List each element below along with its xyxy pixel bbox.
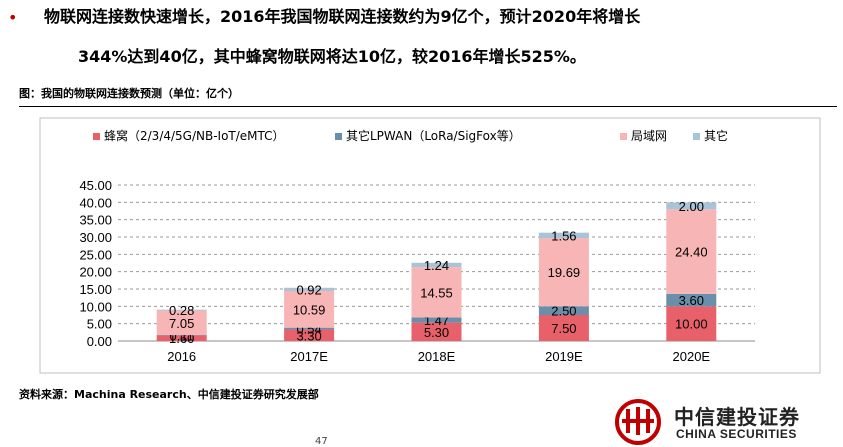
- x-tick-label: 2017E: [290, 349, 328, 364]
- bar-segment: [156, 335, 207, 336]
- data-label: 7.50: [551, 321, 576, 336]
- y-tick-label: 20.00: [79, 265, 112, 280]
- data-label: 7.05: [169, 316, 194, 331]
- data-label: 0.92: [296, 282, 321, 297]
- legend-swatch: [693, 133, 700, 140]
- legend-swatch: [93, 133, 100, 140]
- data-label: 3.30: [296, 328, 321, 343]
- bar-segment: [156, 309, 207, 311]
- y-tick-label: 0.00: [87, 334, 112, 349]
- bullet-text-line-2: 344%达到40亿，其中蜂窝物联网将达10亿，较2016年增长525%。: [78, 47, 586, 66]
- y-tick-label: 30.00: [79, 230, 112, 245]
- data-label: 1.24: [424, 258, 449, 273]
- x-tick-label: 2018E: [418, 349, 456, 364]
- company-logo: 中信建投证券 CHINA SECURITIES: [604, 397, 840, 446]
- data-label: 10.00: [675, 317, 708, 332]
- data-label: 2.00: [679, 199, 704, 214]
- data-label: 5.30: [424, 325, 449, 340]
- y-tick-label: 10.00: [79, 299, 112, 314]
- bar-segment: [411, 322, 462, 341]
- bar-segment: [666, 306, 717, 341]
- figure-caption: 图：我国的物联网连接数预测（单位：亿个）: [19, 87, 239, 100]
- bar-segment: [284, 327, 335, 330]
- data-label: 0.28: [169, 303, 194, 318]
- bullet-text-line-1: 物联网连接数快速增长，2016年我国物联网连接数约为9亿个，预计2020年将增长: [44, 7, 641, 26]
- bar-segment: [538, 238, 589, 307]
- bar-segment: [411, 262, 462, 268]
- chart-frame: [39, 117, 821, 374]
- data-label: 2.50: [551, 304, 576, 319]
- legend-label: 蜂窝（2/3/4/5G/NB-IoT/eMTC）: [104, 128, 285, 143]
- bar-segment: [666, 209, 717, 294]
- bar-segment: [156, 310, 207, 336]
- logo-text-cn: 中信建投证券: [674, 405, 800, 429]
- bar-segment: [666, 293, 717, 307]
- bar-segment: [411, 267, 462, 318]
- data-label: 19.69: [548, 265, 581, 280]
- legend-label: 其它LPWAN（LoRa/SigFox等）: [346, 128, 521, 143]
- citic-logo-icon: [615, 399, 661, 445]
- stacked-bar-chart: 0.00 5.00 10.00 15.00 20.00 25.00 30.00 35.00 40…: [39, 117, 821, 374]
- y-tick-label: 5.00: [87, 317, 112, 332]
- data-label: 10.59: [293, 302, 326, 317]
- y-tick-label: 35.00: [79, 213, 112, 228]
- x-tick-label: 2016: [167, 349, 196, 364]
- caption-divider: [19, 106, 837, 107]
- page-number: 47: [315, 436, 328, 447]
- legend-swatch: [620, 133, 627, 140]
- y-tick-label: 25.00: [79, 247, 112, 262]
- y-tick-label: 40.00: [79, 195, 112, 210]
- bar-segment: [156, 335, 207, 341]
- legend-label: 局域网: [631, 129, 667, 143]
- bar-segment: [411, 317, 462, 323]
- y-tick-label: 15.00: [79, 282, 112, 297]
- bullet-dot-icon: •: [8, 8, 18, 27]
- bar-segment: [284, 290, 335, 328]
- data-label: 3.60: [679, 293, 704, 308]
- data-label: 14.55: [420, 285, 453, 300]
- y-tick-label: 45.00: [79, 178, 112, 193]
- bar-segment: [666, 202, 717, 210]
- source-note: 资料来源：Machina Research、中信建投证券研究发展部: [19, 388, 319, 401]
- bar-segment: [284, 329, 335, 341]
- bar-segment: [538, 315, 589, 341]
- x-tick-label: 2020E: [673, 349, 711, 364]
- logo-text-en: CHINA SECURITIES: [676, 427, 797, 441]
- data-label: 24.40: [675, 245, 708, 260]
- x-tick-label: 2019E: [545, 349, 583, 364]
- legend-swatch: [335, 133, 342, 140]
- bar-segment: [284, 287, 335, 291]
- bar-segment: [538, 232, 589, 239]
- bar-segment: [538, 306, 589, 315]
- legend-label: 其它: [704, 128, 728, 143]
- data-label: 1.56: [551, 228, 576, 243]
